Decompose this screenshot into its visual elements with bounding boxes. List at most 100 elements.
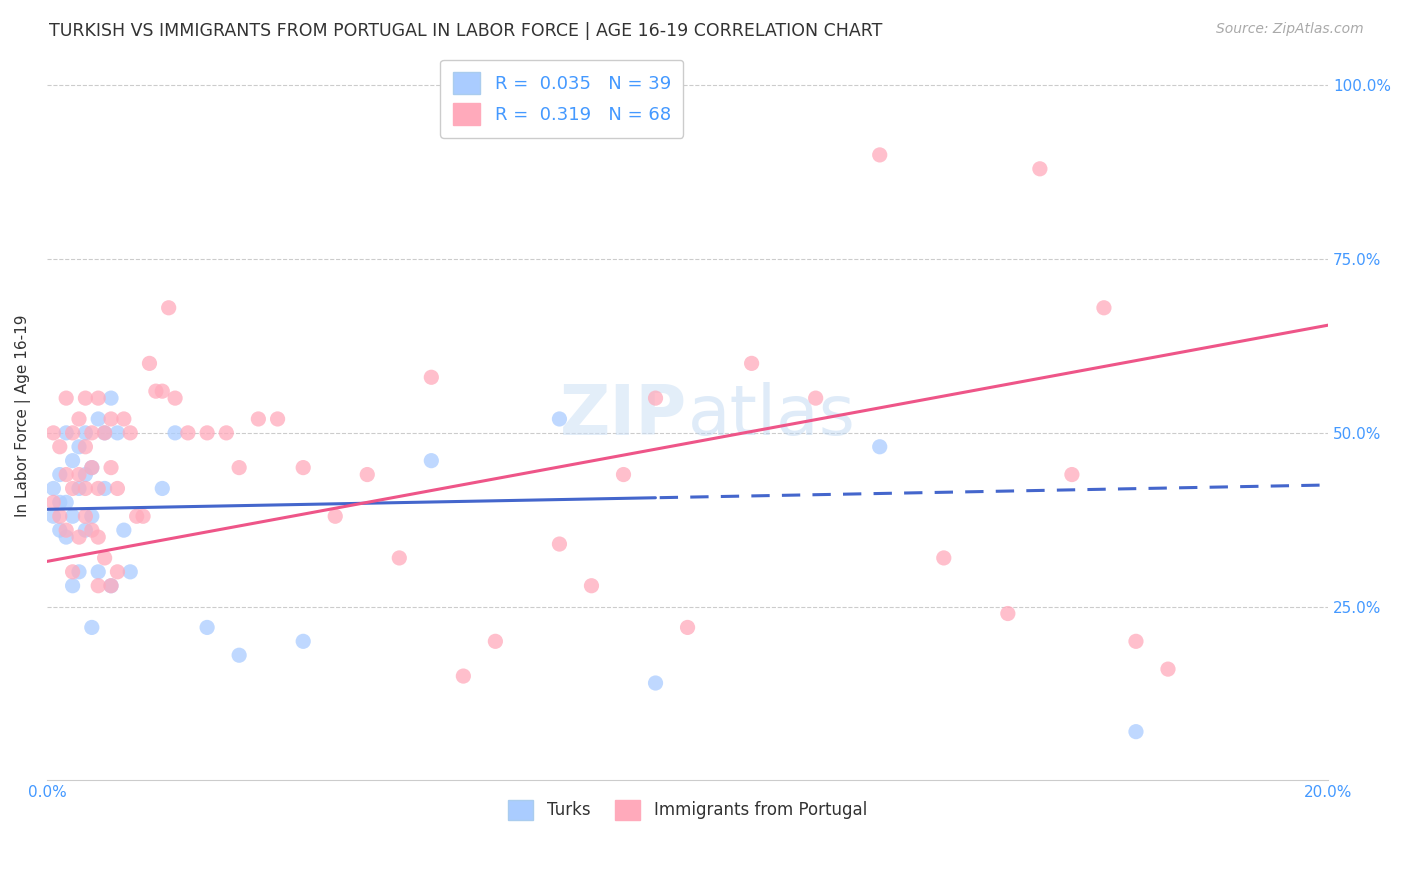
Point	[292, 634, 315, 648]
Point	[112, 523, 135, 537]
Point	[120, 565, 142, 579]
Point	[804, 391, 827, 405]
Point	[215, 425, 238, 440]
Point	[453, 669, 475, 683]
Point	[49, 523, 72, 537]
Text: atlas: atlas	[688, 382, 855, 449]
Point	[93, 425, 115, 440]
Legend: Turks, Immigrants from Portugal: Turks, Immigrants from Portugal	[502, 793, 873, 827]
Point	[42, 509, 65, 524]
Point	[420, 370, 443, 384]
Point	[55, 391, 77, 405]
Point	[80, 425, 103, 440]
Point	[1092, 301, 1115, 315]
Point	[107, 425, 129, 440]
Point	[67, 440, 90, 454]
Point	[157, 301, 180, 315]
Point	[80, 460, 103, 475]
Point	[87, 530, 110, 544]
Point	[548, 537, 571, 551]
Point	[676, 620, 699, 634]
Point	[62, 482, 84, 496]
Point	[228, 460, 250, 475]
Point	[356, 467, 378, 482]
Point	[87, 412, 110, 426]
Y-axis label: In Labor Force | Age 16-19: In Labor Force | Age 16-19	[15, 314, 31, 516]
Point	[55, 530, 77, 544]
Point	[87, 579, 110, 593]
Point	[67, 412, 90, 426]
Point	[120, 425, 142, 440]
Point	[67, 482, 90, 496]
Point	[100, 579, 122, 593]
Point	[644, 391, 666, 405]
Point	[100, 460, 122, 475]
Point	[420, 453, 443, 467]
Point	[62, 453, 84, 467]
Point	[67, 565, 90, 579]
Point	[997, 607, 1019, 621]
Point	[49, 440, 72, 454]
Point	[323, 509, 346, 524]
Point	[42, 495, 65, 509]
Text: ZIP: ZIP	[561, 382, 688, 449]
Point	[62, 579, 84, 593]
Point	[93, 425, 115, 440]
Point	[75, 391, 97, 405]
Point	[484, 634, 506, 648]
Point	[138, 356, 160, 370]
Point	[100, 579, 122, 593]
Point	[62, 425, 84, 440]
Point	[55, 425, 77, 440]
Point	[150, 482, 173, 496]
Point	[125, 509, 148, 524]
Point	[62, 509, 84, 524]
Point	[1125, 724, 1147, 739]
Point	[266, 412, 288, 426]
Point	[75, 467, 97, 482]
Point	[80, 620, 103, 634]
Point	[75, 523, 97, 537]
Point	[869, 440, 891, 454]
Point	[55, 523, 77, 537]
Text: Source: ZipAtlas.com: Source: ZipAtlas.com	[1216, 22, 1364, 37]
Text: TURKISH VS IMMIGRANTS FROM PORTUGAL IN LABOR FORCE | AGE 16-19 CORRELATION CHART: TURKISH VS IMMIGRANTS FROM PORTUGAL IN L…	[49, 22, 883, 40]
Point	[67, 530, 90, 544]
Point	[150, 384, 173, 399]
Point	[100, 391, 122, 405]
Point	[1029, 161, 1052, 176]
Point	[80, 523, 103, 537]
Point	[87, 391, 110, 405]
Point	[93, 482, 115, 496]
Point	[75, 482, 97, 496]
Point	[195, 620, 218, 634]
Point	[1157, 662, 1180, 676]
Point	[132, 509, 155, 524]
Point	[741, 356, 763, 370]
Point	[62, 565, 84, 579]
Point	[145, 384, 167, 399]
Point	[107, 482, 129, 496]
Point	[292, 460, 315, 475]
Point	[644, 676, 666, 690]
Point	[80, 509, 103, 524]
Point	[55, 495, 77, 509]
Point	[42, 482, 65, 496]
Point	[165, 425, 187, 440]
Point	[75, 425, 97, 440]
Point	[177, 425, 200, 440]
Point	[80, 460, 103, 475]
Point	[869, 148, 891, 162]
Point	[75, 509, 97, 524]
Point	[55, 467, 77, 482]
Point	[1060, 467, 1083, 482]
Point	[388, 550, 411, 565]
Point	[107, 565, 129, 579]
Point	[100, 412, 122, 426]
Point	[87, 565, 110, 579]
Point	[67, 467, 90, 482]
Point	[612, 467, 634, 482]
Point	[87, 482, 110, 496]
Point	[49, 495, 72, 509]
Point	[195, 425, 218, 440]
